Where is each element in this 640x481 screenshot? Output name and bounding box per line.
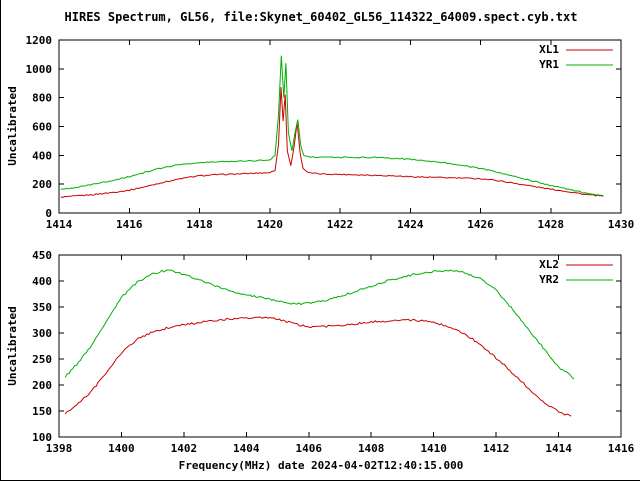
svg-text:200: 200 <box>32 178 52 191</box>
svg-text:250: 250 <box>32 353 52 366</box>
svg-text:1418: 1418 <box>186 218 213 231</box>
top-spectrum-chart: 1414 1416 1418 1420 1422 1424 1426 1428 1430 0 200… <box>1 24 640 244</box>
svg-text:1422: 1422 <box>327 218 354 231</box>
svg-text:200: 200 <box>32 379 52 392</box>
svg-text:1410: 1410 <box>420 442 447 455</box>
svg-text:600: 600 <box>32 121 52 134</box>
svg-text:1420: 1420 <box>257 218 284 231</box>
svg-text:1424: 1424 <box>397 218 424 231</box>
svg-text:1416: 1416 <box>608 442 635 455</box>
chart-title: HIRES Spectrum, GL56, file:Skynet_60402_… <box>64 10 578 24</box>
svg-text:350: 350 <box>32 301 52 314</box>
tick-labels: 1414 1416 1418 1420 1422 1424 1426 1428 1430 0 200… <box>26 34 635 231</box>
svg-text:1406: 1406 <box>296 442 323 455</box>
series-line-XL2 <box>64 316 572 417</box>
svg-text:0: 0 <box>45 207 52 220</box>
svg-text:1400: 1400 <box>108 442 135 455</box>
legend-label-XL1: XL1 <box>539 43 559 56</box>
svg-text:1404: 1404 <box>233 442 260 455</box>
svg-text:800: 800 <box>32 92 52 105</box>
spectrum-plot-svg-0: 1414 1416 1418 1420 1422 1424 1426 1428 1430 0 200… <box>26 34 635 231</box>
svg-text:1414: 1414 <box>545 442 572 455</box>
axes-ticks <box>58 254 622 438</box>
svg-text:100: 100 <box>32 431 52 444</box>
series-line-YR1 <box>60 55 604 197</box>
legend-label-YR2: YR2 <box>539 273 559 286</box>
svg-text:1414: 1414 <box>46 218 73 231</box>
svg-text:1426: 1426 <box>467 218 494 231</box>
plot-border <box>58 254 622 438</box>
svg-text:1428: 1428 <box>538 218 565 231</box>
legend-label-YR1: YR1 <box>539 58 559 71</box>
svg-text:1416: 1416 <box>116 218 143 231</box>
svg-text:400: 400 <box>32 149 52 162</box>
legend-label-XL2: XL2 <box>539 258 559 271</box>
x-axis-label: Frequency(MHz) date 2024-04-02T12:40:15.… <box>178 459 464 472</box>
axes-ticks <box>58 39 622 214</box>
svg-text:150: 150 <box>32 405 52 418</box>
svg-text:1402: 1402 <box>171 442 198 455</box>
svg-text:1408: 1408 <box>358 442 385 455</box>
tick-labels: 1398 1400 1402 1404 1406 1408 1410 1412 1414 1416… <box>32 249 634 455</box>
svg-text:450: 450 <box>32 249 52 262</box>
svg-text:1412: 1412 <box>483 442 510 455</box>
bottom-spectrum-chart: 1398 1400 1402 1404 1406 1408 1410 1412 1414 1416… <box>1 240 640 466</box>
spectrum-plot-svg-1: 1398 1400 1402 1404 1406 1408 1410 1412 1414 1416… <box>32 249 634 455</box>
series-line-XL1 <box>60 87 604 199</box>
svg-text:1398: 1398 <box>46 442 73 455</box>
series-line-YR2 <box>64 269 575 380</box>
svg-text:1430: 1430 <box>608 218 635 231</box>
svg-text:1000: 1000 <box>26 63 53 76</box>
svg-text:300: 300 <box>32 327 52 340</box>
svg-text:400: 400 <box>32 275 52 288</box>
svg-text:1200: 1200 <box>26 34 53 47</box>
